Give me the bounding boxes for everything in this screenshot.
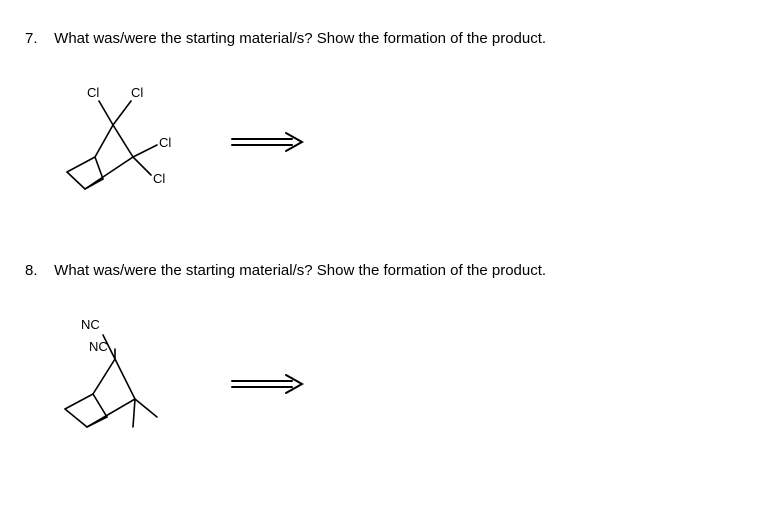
question-body: What was/were the starting material/s? S… [54, 262, 546, 279]
label-nc-top: NC [81, 317, 100, 332]
question-8: 8. What was/were the starting material/s… [25, 262, 759, 464]
question-7: 7. What was/were the starting material/s… [25, 30, 759, 212]
label-cl-tr: Cl [131, 85, 143, 100]
label-cl-mr: Cl [159, 135, 171, 150]
diagram-row-7: Cl Cl Cl Cl [45, 77, 759, 212]
question-body: What was/were the starting material/s? S… [54, 30, 546, 47]
label-cl-tl: Cl [87, 85, 99, 100]
question-number: 7. [25, 30, 50, 47]
diagram-row-8: NC NC [45, 309, 759, 464]
reaction-arrow-8 [230, 372, 310, 401]
question-text: 8. What was/were the starting material/s… [25, 262, 759, 279]
question-text: 7. What was/were the starting material/s… [25, 30, 759, 47]
reaction-arrow-7 [230, 130, 310, 159]
label-cl-br: Cl [153, 171, 165, 186]
molecule-8: NC NC [45, 309, 205, 464]
label-nc-mid: NC [89, 339, 108, 354]
molecule-7: Cl Cl Cl Cl [45, 77, 205, 212]
question-number: 8. [25, 262, 50, 279]
